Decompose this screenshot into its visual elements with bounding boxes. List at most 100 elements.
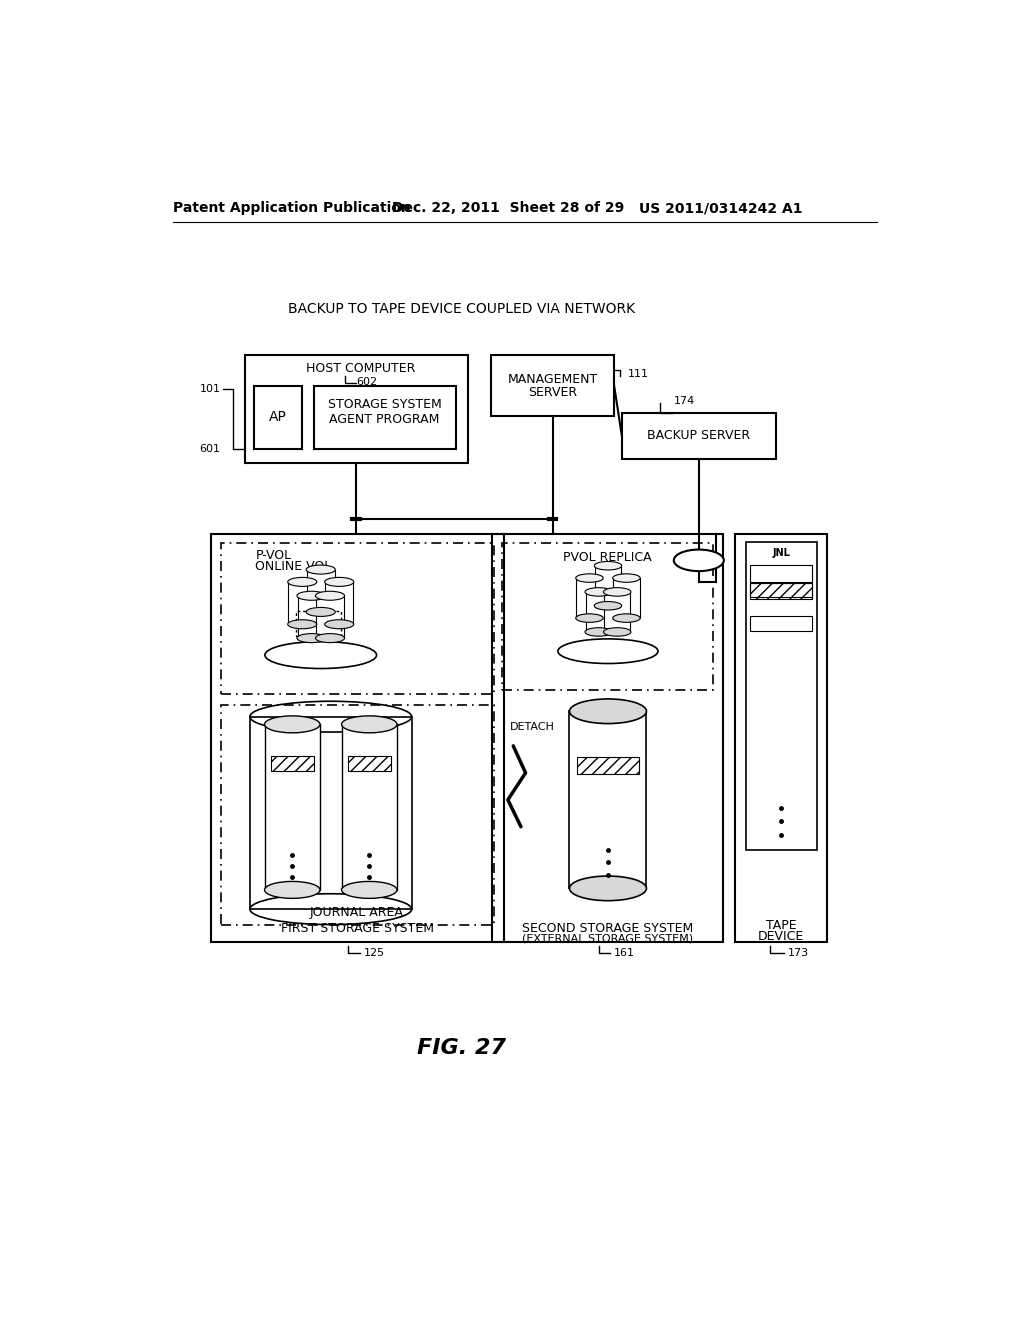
Bar [578,738,639,756]
Bar [254,385,301,449]
Ellipse shape [674,549,724,572]
Text: HOST COMPUTER: HOST COMPUTER [306,362,416,375]
Bar [348,756,391,770]
Text: SERVER: SERVER [528,385,578,399]
Ellipse shape [612,574,640,582]
Text: 111: 111 [628,370,649,379]
Text: BACKUP SERVER: BACKUP SERVER [647,429,751,442]
Bar [270,774,313,785]
Ellipse shape [315,634,344,643]
Text: Patent Application Publication: Patent Application Publication [173,202,411,215]
Text: 601: 601 [200,444,220,454]
Text: PVOL REPLICA: PVOL REPLICA [563,550,651,564]
Text: STORAGE SYSTEM
AGENT PROGRAM: STORAGE SYSTEM AGENT PROGRAM [328,397,441,426]
Text: DETACH: DETACH [510,722,555,731]
Bar [502,544,714,689]
Ellipse shape [264,715,319,733]
Ellipse shape [325,577,353,586]
Text: 602: 602 [356,378,377,388]
Bar [578,758,639,775]
Bar [307,570,335,612]
Text: JOURNAL AREA: JOURNAL AREA [310,906,403,919]
Text: Dec. 22, 2011  Sheet 28 of 29: Dec. 22, 2011 Sheet 28 of 29 [392,202,625,215]
Bar [604,591,631,632]
Bar [751,583,812,598]
Bar [595,566,621,606]
Ellipse shape [288,577,316,586]
Text: FIRST STORAGE SYSTEM: FIRST STORAGE SYSTEM [282,921,434,935]
Bar [735,535,827,942]
Bar [270,739,313,755]
Text: DEVICE: DEVICE [758,929,804,942]
Bar [270,756,313,770]
Ellipse shape [288,620,316,628]
Ellipse shape [603,628,631,636]
Bar [264,725,319,890]
Ellipse shape [306,607,335,616]
Bar [586,591,611,632]
Bar [296,611,341,636]
Bar [751,583,812,599]
Bar [569,711,646,888]
Text: AP: AP [268,411,287,424]
Ellipse shape [575,614,603,622]
Text: P-VOL: P-VOL [255,549,292,562]
Text: 125: 125 [364,948,385,958]
Ellipse shape [612,614,640,622]
Bar [313,385,457,449]
Ellipse shape [342,715,397,733]
Text: 161: 161 [614,948,635,958]
Ellipse shape [315,591,344,601]
Bar [348,756,391,771]
Ellipse shape [306,565,335,574]
Ellipse shape [575,574,603,582]
Bar [326,582,353,624]
Bar [250,717,412,909]
Text: MANAGEMENT: MANAGEMENT [508,372,598,385]
Bar [289,582,316,624]
Bar [578,758,639,774]
Bar [348,739,391,755]
Bar [745,543,816,850]
Bar [245,355,468,462]
Bar [622,412,776,459]
Bar [613,578,640,618]
Ellipse shape [264,882,319,899]
Text: US 2011/0314242 A1: US 2011/0314242 A1 [639,202,802,215]
Ellipse shape [297,591,326,601]
Ellipse shape [265,642,377,668]
Bar [316,595,344,638]
Bar [220,544,494,693]
Text: JNL: JNL [772,548,791,557]
Ellipse shape [585,587,612,597]
Text: 101: 101 [200,384,220,395]
Ellipse shape [585,628,612,636]
Text: ONLINE VOL: ONLINE VOL [255,560,332,573]
Ellipse shape [558,639,658,664]
Ellipse shape [569,700,646,723]
Ellipse shape [569,876,646,900]
Ellipse shape [325,620,353,628]
Bar [298,595,326,638]
Text: SECOND STORAGE SYSTEM: SECOND STORAGE SYSTEM [522,921,693,935]
Text: BACKUP TO TAPE DEVICE COUPLED VIA NETWORK: BACKUP TO TAPE DEVICE COUPLED VIA NETWOR… [288,301,635,315]
Ellipse shape [594,561,622,570]
Ellipse shape [297,634,326,643]
Text: JNL: JNL [598,718,618,729]
Bar [490,355,614,416]
Text: 173: 173 [787,948,809,958]
Bar [577,578,602,618]
Bar [211,535,504,942]
Bar [220,705,494,924]
Bar [493,535,724,942]
Text: FIG. 27: FIG. 27 [417,1038,506,1057]
Ellipse shape [342,882,397,899]
Text: 174: 174 [674,396,695,407]
Text: (EXTERNAL STORAGE SYSTEM): (EXTERNAL STORAGE SYSTEM) [522,933,693,944]
Text: TAPE: TAPE [766,919,797,932]
Bar [751,565,812,582]
Bar [348,774,391,785]
Bar [751,615,812,631]
Bar [342,725,397,890]
Ellipse shape [603,587,631,597]
